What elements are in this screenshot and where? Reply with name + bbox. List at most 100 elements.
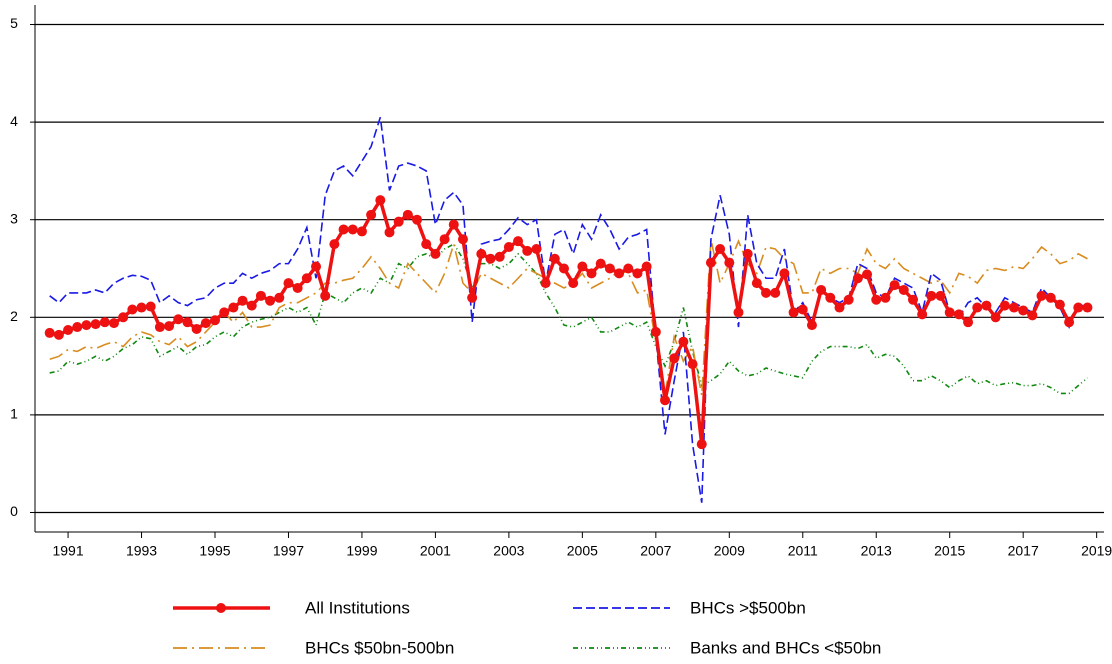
data-point <box>623 263 634 274</box>
data-point <box>990 312 1001 323</box>
data-point <box>806 320 817 331</box>
data-point <box>816 284 827 295</box>
data-point <box>292 283 303 294</box>
data-point <box>595 258 606 269</box>
data-point <box>926 290 937 301</box>
data-point <box>44 327 55 338</box>
data-point <box>779 268 790 279</box>
data-point <box>210 315 221 326</box>
data-point <box>568 278 579 289</box>
x-tick-label: 2005 <box>567 543 598 559</box>
data-point <box>366 209 377 220</box>
data-point <box>81 320 92 331</box>
data-point <box>1018 305 1029 316</box>
x-tick-label: 2017 <box>1008 543 1039 559</box>
data-point <box>852 273 863 284</box>
data-point <box>246 300 257 311</box>
data-point <box>1045 292 1056 303</box>
data-point <box>108 318 119 329</box>
data-point <box>356 226 367 237</box>
data-point <box>311 261 322 272</box>
x-tick-label: 2007 <box>640 543 671 559</box>
data-point <box>228 302 239 313</box>
data-point <box>614 268 625 279</box>
data-point <box>825 292 836 303</box>
x-tick-label: 2009 <box>714 543 745 559</box>
data-point <box>255 290 266 301</box>
data-point <box>972 302 983 313</box>
x-tick-label: 2003 <box>493 543 524 559</box>
data-point <box>237 295 248 306</box>
data-point <box>72 322 83 333</box>
y-tick-label: 0 <box>10 503 18 519</box>
data-point <box>770 287 781 298</box>
data-point <box>494 251 505 262</box>
data-point <box>944 307 955 318</box>
x-tick-label: 2011 <box>788 543 818 559</box>
data-point <box>118 312 129 323</box>
data-point <box>751 278 762 289</box>
data-point <box>513 236 524 247</box>
data-point <box>761 287 772 298</box>
data-point <box>696 439 707 450</box>
data-point <box>935 290 946 301</box>
data-point <box>604 263 615 274</box>
data-point <box>173 314 184 325</box>
data-point <box>981 300 992 311</box>
data-point <box>402 209 413 220</box>
x-tick-label: 2001 <box>420 543 451 559</box>
data-point <box>586 268 597 279</box>
y-tick-label: 4 <box>10 113 18 129</box>
data-point <box>265 295 276 306</box>
data-point <box>467 292 478 303</box>
data-point <box>99 317 110 328</box>
data-point <box>889 280 900 291</box>
x-tick-label: 1995 <box>199 543 230 559</box>
data-point <box>136 302 147 313</box>
x-tick-label: 2019 <box>1081 543 1112 559</box>
data-point <box>503 242 514 253</box>
data-point <box>669 353 680 364</box>
y-tick-label: 2 <box>10 308 18 324</box>
legend-label: All Institutions <box>305 598 410 617</box>
x-tick-label: 1991 <box>52 543 83 559</box>
data-point <box>715 243 726 254</box>
data-point <box>953 309 964 320</box>
legend-label: BHCs >$500bn <box>690 598 806 617</box>
data-point <box>329 239 340 250</box>
y-tick-label: 3 <box>10 210 18 226</box>
data-point <box>127 304 138 315</box>
data-point <box>687 359 698 370</box>
data-point <box>1036 290 1047 301</box>
data-point <box>577 261 588 272</box>
data-point <box>1073 302 1084 313</box>
data-point <box>558 263 569 274</box>
data-point <box>705 257 716 268</box>
data-point <box>1064 317 1075 328</box>
data-point <box>660 395 671 406</box>
data-point <box>347 224 358 235</box>
data-point <box>898 284 909 295</box>
data-point <box>742 248 753 259</box>
data-point <box>283 278 294 289</box>
data-point <box>907 294 918 305</box>
x-tick-label: 1993 <box>126 543 157 559</box>
data-point <box>448 219 459 230</box>
data-point <box>412 214 423 225</box>
data-point <box>797 304 808 315</box>
data-point <box>182 317 193 328</box>
data-point <box>834 302 845 313</box>
y-tick-label: 1 <box>10 406 18 422</box>
y-tick-label: 5 <box>10 15 18 31</box>
x-tick-label: 1997 <box>273 543 304 559</box>
data-point <box>457 234 468 245</box>
data-point <box>338 224 349 235</box>
data-point <box>917 309 928 320</box>
data-point <box>145 301 156 312</box>
data-point <box>531 243 542 254</box>
data-point <box>1008 302 1019 313</box>
data-point <box>430 248 441 259</box>
data-point <box>1082 302 1093 313</box>
legend-marker <box>216 603 226 613</box>
data-point <box>219 307 230 318</box>
